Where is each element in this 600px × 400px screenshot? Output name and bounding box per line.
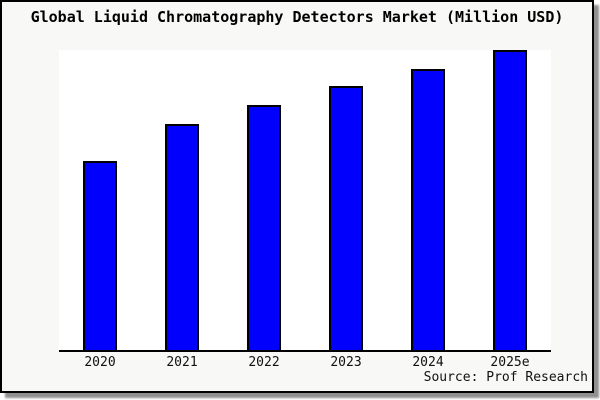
x-tick-label-2024: 2024: [412, 355, 444, 370]
x-tick-label-2021: 2021: [166, 355, 198, 370]
chart-title: Global Liquid Chromatography Detectors M…: [30, 8, 564, 26]
bar-2023: [329, 86, 363, 350]
bar-band-2023: [305, 50, 387, 350]
x-axis-labels: 2020 2021 2022 2023 2024 2025e: [59, 355, 551, 370]
bar-2020: [83, 161, 117, 350]
bar-band-2025e: [469, 50, 551, 350]
bar-band-2024: [387, 50, 469, 350]
source-credit: Source: Prof Research: [423, 370, 588, 385]
x-tick-label-2022: 2022: [248, 355, 280, 370]
x-tick-label-2025e: 2025e: [490, 355, 530, 370]
bar-2025e: [493, 50, 527, 350]
bar-band-2021: [141, 50, 223, 350]
bar-2021: [165, 124, 199, 350]
bar-band-2020: [59, 50, 141, 350]
x-tick-label-2023: 2023: [330, 355, 362, 370]
bar-2022: [247, 105, 281, 350]
chart-panel: Global Liquid Chromatography Detectors M…: [0, 0, 594, 393]
x-tick-label-2020: 2020: [84, 355, 116, 370]
bar-2024: [411, 68, 445, 350]
plot-area: [59, 50, 551, 352]
bar-band-2022: [223, 50, 305, 350]
